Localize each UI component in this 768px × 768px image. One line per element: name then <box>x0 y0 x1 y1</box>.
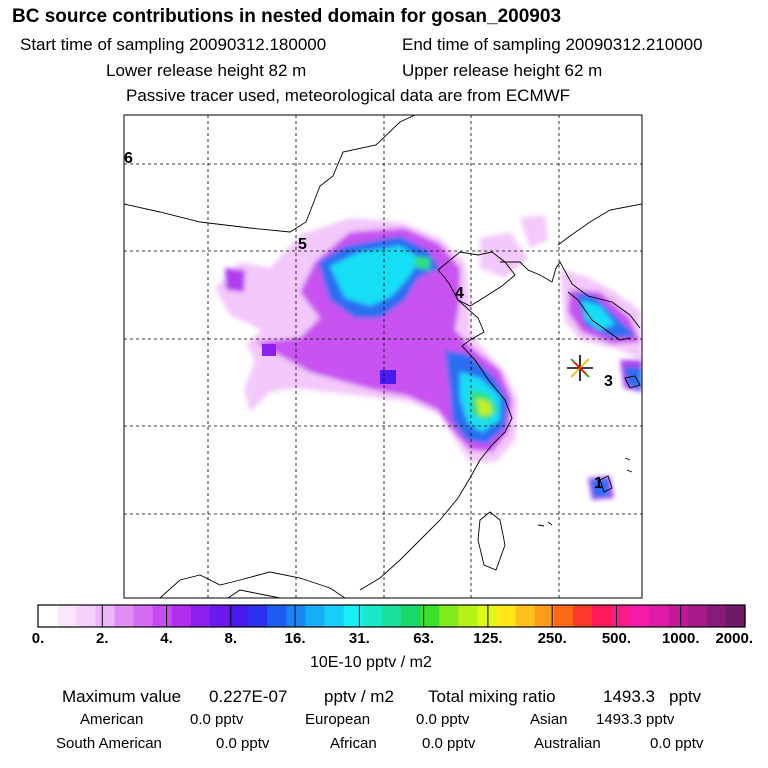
map-frame <box>123 114 643 599</box>
total-mixing-value: 1493.3 <box>603 687 655 706</box>
colorbar-cell <box>611 605 631 627</box>
colorbar-cell <box>592 605 612 627</box>
release-marker-3: 3 <box>604 373 613 390</box>
colorbar-tick-label: 31. <box>349 630 370 647</box>
contribution-region: Asian <box>530 711 568 728</box>
colorbar-tick-label: 2000. <box>715 630 753 647</box>
colorbar-cell <box>439 605 459 627</box>
contribution-region: European <box>305 711 371 728</box>
colorbar-tick-label: 250. <box>538 630 567 647</box>
colorbar-tick-label: 0. <box>32 630 45 647</box>
colorbar-cell <box>649 605 670 627</box>
contribution-region: South American <box>56 735 162 752</box>
colorbar-cell <box>687 605 708 627</box>
colorbar-cell <box>401 605 421 627</box>
colorbar-cell <box>305 605 326 627</box>
colorbar-cell <box>420 605 440 627</box>
chart-title: BC source contributions in nested domain… <box>12 6 562 27</box>
colorbar-cell <box>324 605 345 627</box>
graticule <box>124 115 642 598</box>
colorbar-cell <box>209 605 230 627</box>
colorbar-cell <box>190 605 211 627</box>
plume-pixel <box>262 344 276 356</box>
colorbar-tick-label: 125. <box>473 630 502 647</box>
contribution-value: 0.0 pptv <box>416 711 470 728</box>
colorbar-cell <box>668 605 689 627</box>
total-mixing-label: Total mixing ratio <box>428 687 556 706</box>
contribution-value: 0.0 pptv <box>190 711 244 728</box>
colorbar-cell <box>343 605 364 627</box>
colorbar-frame <box>37 604 746 628</box>
release-marker-4: 4 <box>455 285 464 302</box>
receptor-star-icon <box>567 355 593 381</box>
colorbar-cell <box>515 605 536 627</box>
release-marker-5: 5 <box>298 236 307 253</box>
colorbar-tick-label: 4. <box>160 630 173 647</box>
coastlines <box>124 115 642 598</box>
colorbar-tick-label: 1000. <box>662 630 700 647</box>
contribution-value: 1493.3 pptv <box>596 711 675 728</box>
contribution-region: African <box>330 735 377 752</box>
colorbar-cell <box>458 605 479 627</box>
colorbar: 0. 2. 4. 8. 16. 31. 63. 125. 250. 500. 1000. 2000. <box>32 604 753 647</box>
contribution-value: 0.0 pptv <box>422 735 476 752</box>
end-time-label: End time of sampling 20090312.210000 <box>402 35 703 54</box>
colorbar-tick-label: 8. <box>225 630 238 647</box>
total-mixing-unit: pptv <box>669 687 702 706</box>
release-marker-1: 1 <box>594 475 603 492</box>
colorbar-cell <box>362 605 383 627</box>
colorbar-cell <box>534 605 555 627</box>
plume-layer <box>215 215 642 500</box>
contribution-value: 0.0 pptv <box>216 735 270 752</box>
tracer-note: Passive tracer used, meteorological data… <box>126 86 571 105</box>
upper-height-label: Upper release height 62 m <box>402 61 603 80</box>
lower-height-label: Lower release height 82 m <box>106 61 307 80</box>
colorbar-tick-label: 16. <box>285 630 306 647</box>
colorbar-tick-label: 2. <box>96 630 109 647</box>
start-time-label: Start time of sampling 20090312.180000 <box>20 35 327 54</box>
colorbar-cell <box>573 605 593 627</box>
colorbar-cell <box>553 605 574 627</box>
colorbar-unit-label: 10E-10 pptv / m2 <box>310 654 432 671</box>
colorbar-cell <box>477 605 498 627</box>
colorbar-cell <box>381 605 402 627</box>
max-value-label: Maximum value <box>62 687 182 706</box>
colorbar-cell <box>133 605 154 627</box>
colorbar-tick-label: 63. <box>413 630 434 647</box>
colorbar-cell <box>171 605 192 627</box>
colorbar-cell <box>706 605 727 627</box>
colorbar-cell <box>286 605 307 627</box>
max-value: 0.227E-07 <box>209 687 288 706</box>
contribution-region: American <box>80 711 144 728</box>
colorbar-cell <box>630 605 651 627</box>
colorbar-cell <box>725 605 746 627</box>
colorbar-cell <box>248 605 268 627</box>
colorbar-cell <box>152 605 173 627</box>
max-value-unit: pptv / m2 <box>324 687 394 706</box>
release-marker-6: 6 <box>124 150 133 167</box>
colorbar-cell <box>38 605 58 627</box>
colorbar-cell <box>229 605 249 627</box>
contribution-value: 0.0 pptv <box>650 735 704 752</box>
colorbar-cell <box>267 605 288 627</box>
contribution-region: Australian <box>534 735 601 752</box>
colorbar-cell <box>496 605 517 627</box>
colorbar-cell <box>95 605 116 627</box>
colorbar-cell <box>76 605 96 627</box>
colorbar-tick-label: 500. <box>602 630 631 647</box>
colorbar-cell <box>114 605 135 627</box>
colorbar-cell <box>57 605 77 627</box>
